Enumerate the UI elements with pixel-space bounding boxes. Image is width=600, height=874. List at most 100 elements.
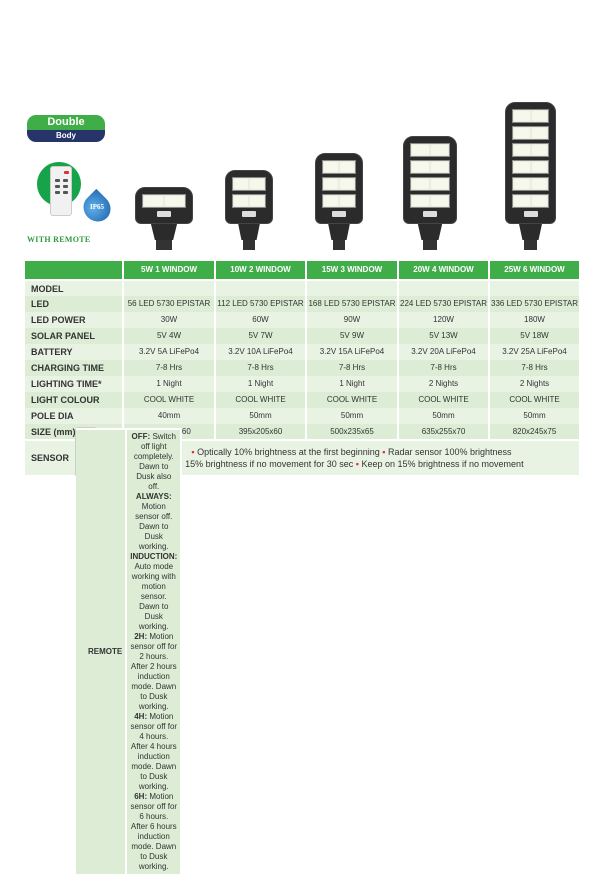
table-cell: COOL WHITE [123, 392, 216, 408]
sensor-icon [423, 211, 437, 217]
street-light-4 [403, 136, 457, 250]
remote-mode: 2H: [134, 632, 148, 641]
badge-top: Double [27, 115, 105, 130]
column-header: 15W 3 WINDOW [306, 261, 399, 281]
led-window [232, 177, 266, 191]
table-cell: 180W [489, 312, 581, 328]
led-window [410, 160, 450, 174]
pole-mount [422, 240, 438, 250]
table-cell: 3.2V 15A LiFePo4 [306, 344, 399, 360]
led-window [512, 194, 549, 208]
table-row: LED 56 LED 5730 EPISTAR 112 LED 5730 EPIST… [25, 296, 581, 312]
row-label: POLE DIA [25, 408, 124, 424]
row-label: BATTERY [25, 344, 124, 360]
table-cell: 30W [123, 312, 216, 328]
table-cell: 1 Night [215, 376, 307, 392]
remote-row: REMOTE OFF: Switch off light completely. … [75, 427, 183, 874]
led-window [512, 109, 549, 123]
remote-mode-desc: Motion sensor off for 2 hours. After 2 h… [130, 632, 178, 711]
table-cell: 7-8 Hrs [398, 360, 490, 376]
row-label: MODEL [25, 280, 124, 296]
row-label: LIGHTING TIME* [25, 376, 124, 392]
table-cell: 2 Nights [398, 376, 490, 392]
led-window [512, 143, 549, 157]
led-window [512, 177, 549, 191]
table-cell [489, 280, 581, 296]
table-row: SOLAR PANEL 5V 4W 5V 7W 5V 9W 5V 13W 5V 18W [25, 328, 581, 344]
badge-bottom: Body [27, 130, 105, 142]
table-cell: 5V 13W [398, 328, 490, 344]
table-row: LED POWER 30W 60W 90W 120W 180W [25, 312, 581, 328]
remote-mode: 4H: [134, 712, 148, 721]
table-cell: COOL WHITE [306, 392, 399, 408]
pole-mount [156, 240, 172, 250]
lamp-neck [238, 224, 260, 240]
spec-table: 5W 1 WINDOW 10W 2 WINDOW 15W 3 WINDOW 20W 4… [25, 261, 581, 874]
table-cell: COOL WHITE [489, 392, 581, 408]
table-cell: 7-8 Hrs [306, 360, 399, 376]
row-label: SOLAR PANEL [25, 328, 124, 344]
ip-rating: IP65 [90, 203, 104, 211]
row-label: CHARGING TIME [25, 360, 124, 376]
row-label: LED POWER [25, 312, 124, 328]
sensor-row: SENSOR ▪ Optically 10% brightness at the … [25, 439, 581, 475]
table-cell: 5V 9W [306, 328, 399, 344]
table-cell: 635x255x70 [398, 424, 490, 440]
table-cell: 3.2V 10A LiFePo4 [215, 344, 307, 360]
lamp-neck [150, 224, 178, 240]
lamp-head [225, 170, 273, 224]
double-body-badge: Double Body [27, 115, 105, 142]
remote-mode-desc: Motion sensor off for 4 hours. After 4 h… [130, 712, 178, 791]
led-window [322, 160, 356, 174]
table-cell [398, 280, 490, 296]
table-row: MODEL [25, 280, 581, 296]
table-cell: 500x235x65 [306, 424, 399, 440]
column-header: 5W 1 WINDOW [123, 261, 216, 281]
remote-mode: OFF: [131, 432, 151, 441]
column-header: 20W 4 WINDOW [398, 261, 490, 281]
table-cell: 50mm [489, 408, 581, 424]
led-window [142, 194, 186, 208]
remote-mode-desc: Switch off light completely. Dawn to Dus… [133, 432, 177, 491]
lamp-head [135, 187, 193, 224]
led-window [410, 177, 450, 191]
remote-mode-desc: Motion sensor off for 6 hours. After 6 h… [130, 792, 178, 871]
table-cell: 7-8 Hrs [215, 360, 307, 376]
table-cell: 60W [215, 312, 307, 328]
table-cell: 224 LED 5730 EPISTAR [398, 296, 490, 312]
remote-mode-desc: Auto mode working with motion sensor. Da… [131, 562, 176, 631]
lamp-head [403, 136, 457, 224]
table-cell: COOL WHITE [215, 392, 307, 408]
table-cell: 168 LED 5730 EPISTAR [306, 296, 399, 312]
table-cell [123, 280, 216, 296]
table-cell: 56 LED 5730 EPISTAR [123, 296, 216, 312]
table-cell: 5V 4W [123, 328, 216, 344]
sensor-item: Optically 10% brightness at the first be… [197, 447, 380, 457]
street-light-3 [315, 153, 363, 250]
table-cell: 50mm [398, 408, 490, 424]
with-remote-label: With Remote [27, 235, 91, 244]
table-cell: 3.2V 25A LiFePo4 [489, 344, 581, 360]
sensor-item: Keep on 15% brightness if no movement [361, 459, 524, 469]
table-cell: 1 Night [306, 376, 399, 392]
lamp-neck [328, 224, 350, 240]
sensor-icon [157, 211, 171, 217]
remote-mode: INDUCTION: [130, 552, 178, 561]
remote-mode: 6H: [134, 792, 148, 801]
street-light-5 [505, 102, 556, 250]
table-cell: 120W [398, 312, 490, 328]
column-header: 25W 6 WINDOW [489, 261, 581, 281]
table-cell: 336 LED 5730 EPISTAR [489, 296, 581, 312]
sensor-description: ▪ Optically 10% brightness at the first … [123, 439, 581, 475]
led-window [410, 143, 450, 157]
lamp-head [505, 102, 556, 224]
sensor-item: Radar sensor 100% brightness [387, 447, 512, 457]
street-light-1 [135, 187, 193, 250]
table-row: CHARGING TIME 7-8 Hrs 7-8 Hrs 7-8 Hrs 7-8 Hr… [25, 360, 581, 376]
sensor-icon [242, 211, 256, 217]
table-row: LIGHTING TIME* 1 Night 1 Night 1 Night 2 Nig… [25, 376, 581, 392]
table-cell: 5V 18W [489, 328, 581, 344]
table-cell: 90W [306, 312, 399, 328]
pole-mount [332, 240, 346, 250]
led-window [410, 194, 450, 208]
